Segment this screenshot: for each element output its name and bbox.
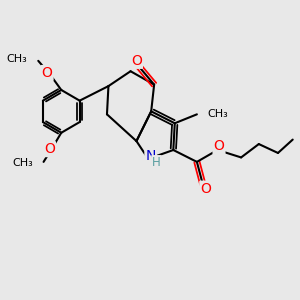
Text: CH₃: CH₃: [13, 158, 33, 168]
Text: O: O: [200, 182, 211, 196]
Text: CH₃: CH₃: [207, 109, 228, 119]
Text: H: H: [152, 156, 161, 169]
Text: O: O: [42, 66, 52, 80]
Text: O: O: [44, 142, 55, 156]
Text: O: O: [214, 140, 224, 153]
Text: O: O: [131, 54, 142, 68]
Text: CH₃: CH₃: [6, 54, 27, 64]
Text: N: N: [146, 149, 156, 163]
